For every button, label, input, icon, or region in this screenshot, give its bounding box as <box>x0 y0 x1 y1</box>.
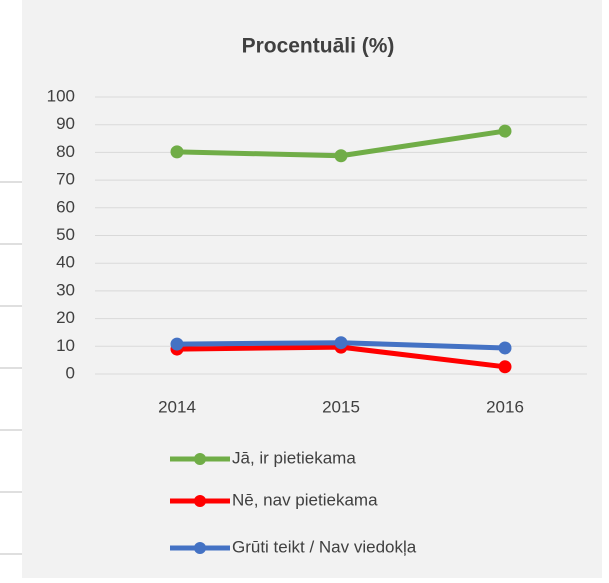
side-lines <box>0 181 22 555</box>
legend-marker <box>194 453 206 465</box>
legend-label: Grūti teikt / Nav viedokļa <box>232 537 417 556</box>
legend-label: Jā, ir pietiekama <box>232 448 356 467</box>
point <box>498 341 512 355</box>
point <box>334 336 348 350</box>
chart-background <box>22 0 602 578</box>
y-tick-label: 70 <box>56 170 75 189</box>
x-tick-label: 2016 <box>486 397 524 416</box>
legend-marker <box>194 495 206 507</box>
y-tick-label: 60 <box>56 197 75 216</box>
legend-marker <box>194 542 206 554</box>
point <box>498 360 512 374</box>
y-tick-label: 90 <box>56 114 75 133</box>
chart-title: Procentuāli (%) <box>242 35 395 58</box>
legend-label: Nē, nav pietiekama <box>232 490 378 509</box>
y-tick-label: 30 <box>56 280 75 299</box>
point <box>334 149 348 163</box>
y-tick-label: 100 <box>47 86 75 105</box>
y-tick-label: 20 <box>56 308 75 327</box>
point <box>498 124 512 138</box>
y-tick-label: 0 <box>66 363 75 382</box>
x-tick-label: 2015 <box>322 397 360 416</box>
y-tick-label: 10 <box>56 336 75 355</box>
point <box>170 145 184 159</box>
y-tick-label: 40 <box>56 253 75 272</box>
x-tick-label: 2014 <box>158 397 196 416</box>
y-tick-label: 80 <box>56 142 75 161</box>
point <box>170 337 184 351</box>
y-tick-label: 50 <box>56 225 75 244</box>
